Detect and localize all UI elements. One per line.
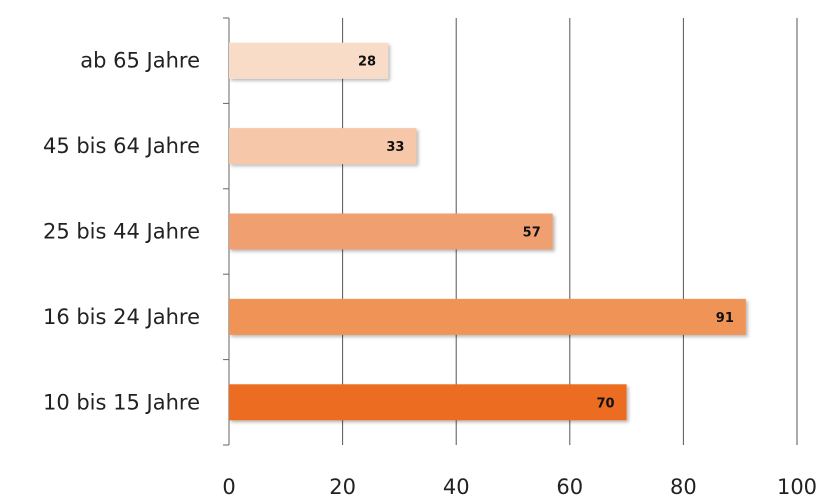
category-labels: ab 65 Jahre 45 bis 64 Jahre 25 bis 44 Jahr…	[43, 49, 200, 415]
bar-2	[229, 128, 417, 165]
category-label-2: 45 bis 64 Jahre	[43, 134, 200, 158]
gridlines	[342, 18, 798, 445]
bars: 28 33 57 91 70	[229, 42, 746, 421]
x-tick-label-100: 100	[777, 475, 817, 499]
x-tick-label-20: 20	[329, 475, 356, 499]
bar-4	[229, 298, 746, 335]
bar-5	[229, 384, 627, 421]
data-label-3: 57	[523, 226, 541, 241]
x-tick-label-40: 40	[443, 475, 470, 499]
x-tick-label-60: 60	[556, 475, 583, 499]
data-label-1: 28	[358, 55, 376, 70]
x-tick-label-0: 0	[222, 475, 235, 499]
data-label-5: 70	[597, 396, 615, 411]
x-tick-labels: 0 20 40 60 80 100	[222, 475, 817, 499]
data-label-4: 91	[716, 311, 734, 326]
category-label-4: 16 bis 24 Jahre	[43, 305, 200, 329]
category-label-5: 10 bis 15 Jahre	[43, 390, 200, 414]
bar-3	[229, 213, 553, 250]
bar-1	[229, 42, 389, 79]
category-label-1: ab 65 Jahre	[80, 49, 200, 73]
data-label-2: 33	[386, 140, 404, 155]
category-label-3: 25 bis 44 Jahre	[43, 220, 200, 244]
x-tick-label-80: 80	[670, 475, 697, 499]
y-axis	[223, 17, 230, 446]
